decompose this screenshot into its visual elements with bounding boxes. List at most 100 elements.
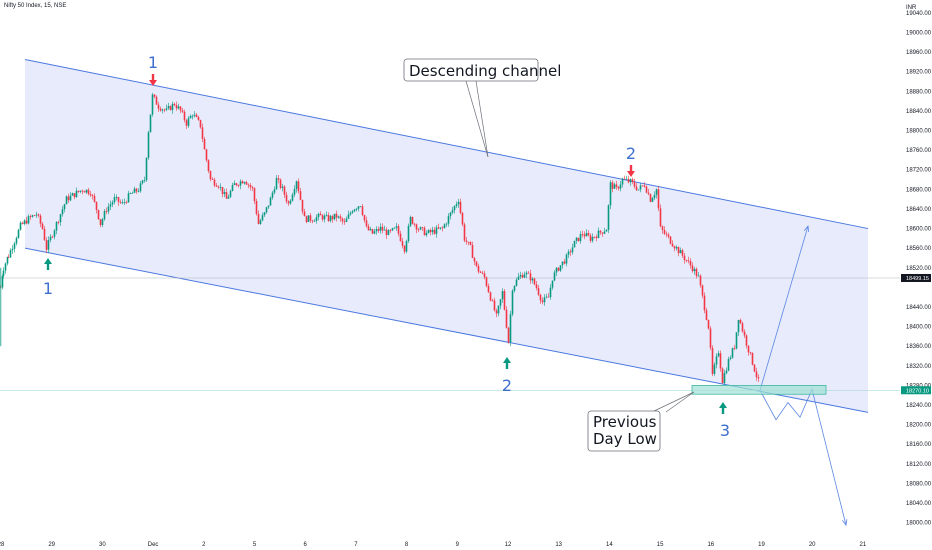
candle-body <box>101 219 104 226</box>
candle-body <box>157 104 160 109</box>
candle-body <box>275 178 278 190</box>
channel-upper-line[interactable] <box>24 58 869 230</box>
candle-body <box>23 220 26 224</box>
candle-body <box>691 265 694 272</box>
candle-body <box>603 231 606 234</box>
candle-body <box>41 223 44 229</box>
candle-body <box>475 261 478 267</box>
projection-paths[interactable] <box>759 225 848 527</box>
arrow-head <box>627 171 635 177</box>
candle-body <box>615 184 618 187</box>
candle-body <box>431 229 434 233</box>
arrow-head <box>44 258 52 264</box>
candle-body <box>737 319 740 333</box>
candle-body <box>735 332 738 349</box>
candle-body <box>605 229 608 232</box>
candle-body <box>269 197 272 206</box>
price-tick: 18000.00 <box>906 521 932 527</box>
candle-body <box>137 191 140 192</box>
candle-body <box>103 211 106 220</box>
candle-body <box>637 189 640 191</box>
candle-body <box>545 296 548 298</box>
time-tick: 29 <box>48 542 55 548</box>
candle-body <box>281 186 284 188</box>
candle-body <box>147 132 150 158</box>
candle-body <box>749 352 752 354</box>
descending-channel[interactable] <box>24 58 869 413</box>
candle-body <box>543 297 546 303</box>
candle-body <box>631 179 634 183</box>
candle-body <box>681 250 684 256</box>
candle-body <box>541 300 544 303</box>
candle-body <box>347 214 350 219</box>
candle-body <box>265 207 268 213</box>
candle-body <box>29 216 32 217</box>
candle-body <box>219 186 222 188</box>
candle-body <box>665 233 668 235</box>
candle-body <box>565 254 568 264</box>
candle-body <box>433 229 436 234</box>
candle-body <box>435 227 438 234</box>
candle-body <box>299 191 302 200</box>
candle-body <box>225 192 228 199</box>
projection-up[interactable] <box>759 226 809 391</box>
candle-body <box>287 201 290 204</box>
candle-body <box>671 243 674 247</box>
candle-body <box>279 179 282 188</box>
candle-body <box>143 180 146 181</box>
candle-body <box>667 234 670 237</box>
candle-body <box>21 222 24 224</box>
candle-body <box>535 284 538 288</box>
candle-body <box>273 189 276 193</box>
candle-body <box>47 240 50 250</box>
candle-body <box>111 202 114 205</box>
candle-body <box>479 271 482 273</box>
candle-body <box>467 241 470 243</box>
candle-body <box>497 305 500 314</box>
candle-body <box>455 204 458 207</box>
candle-body <box>313 220 316 222</box>
candle-body <box>71 193 74 196</box>
candle-body <box>223 192 226 195</box>
currency-label: INR <box>906 5 917 11</box>
candle-body <box>743 331 746 336</box>
candle-body <box>707 319 710 329</box>
candle-body <box>371 229 374 234</box>
candle-body <box>517 276 520 280</box>
candle-body <box>153 94 156 97</box>
price-tick: 18240.00 <box>906 403 932 409</box>
candle-body <box>559 265 562 271</box>
candle-body <box>629 179 632 183</box>
candle-body <box>255 201 258 214</box>
candle-body <box>119 202 122 203</box>
time-tick: 15 <box>657 542 664 548</box>
peak-1-down-arrow <box>149 74 157 86</box>
candle-body <box>507 327 510 343</box>
candle-body <box>7 256 10 258</box>
candle-body <box>139 183 142 192</box>
candle-body <box>701 285 704 296</box>
candle-body <box>513 285 516 291</box>
candle-body <box>661 226 664 230</box>
candle-body <box>373 231 376 234</box>
candle-body <box>243 181 246 184</box>
candle-body <box>717 353 720 357</box>
candle-body <box>387 230 390 236</box>
support-zone[interactable] <box>691 385 827 395</box>
price-tick: 18520.00 <box>906 266 932 272</box>
support-zone-box[interactable] <box>691 385 827 395</box>
candle-body <box>633 182 636 187</box>
time-axis[interactable]: 28 29 30 Dec 2 5 6 7 8 9 12 13 14 15 16 19 20 21 <box>0 542 867 548</box>
candle-body <box>573 240 576 248</box>
candle-body <box>529 273 532 281</box>
candle-body <box>121 202 124 204</box>
channel-lower-line[interactable] <box>24 247 869 413</box>
time-tick: 5 <box>253 542 257 548</box>
candle-body <box>213 179 216 186</box>
candle-body <box>741 323 744 332</box>
candle-body <box>307 215 310 223</box>
projection-down[interactable] <box>759 388 847 526</box>
candle-body <box>345 218 348 222</box>
